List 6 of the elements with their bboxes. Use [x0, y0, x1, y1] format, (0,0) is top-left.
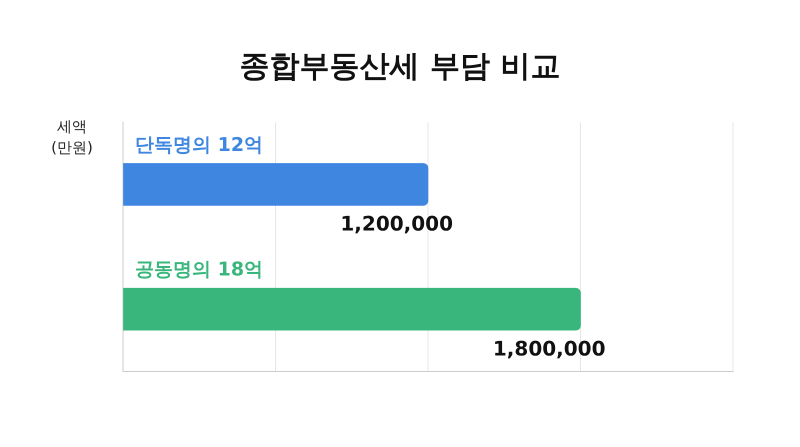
data-label: 1,200,000 [340, 212, 453, 236]
y-tick-label: 공동명의 18억 [135, 258, 264, 281]
y-tick-label: 단독명의 12억 [135, 134, 264, 156]
y-axis-title: 세액 (만원) [51, 117, 93, 156]
data-label: 1,800,000 [492, 336, 606, 360]
chart-title: 종합부동산세 부담 비교 [240, 48, 560, 84]
